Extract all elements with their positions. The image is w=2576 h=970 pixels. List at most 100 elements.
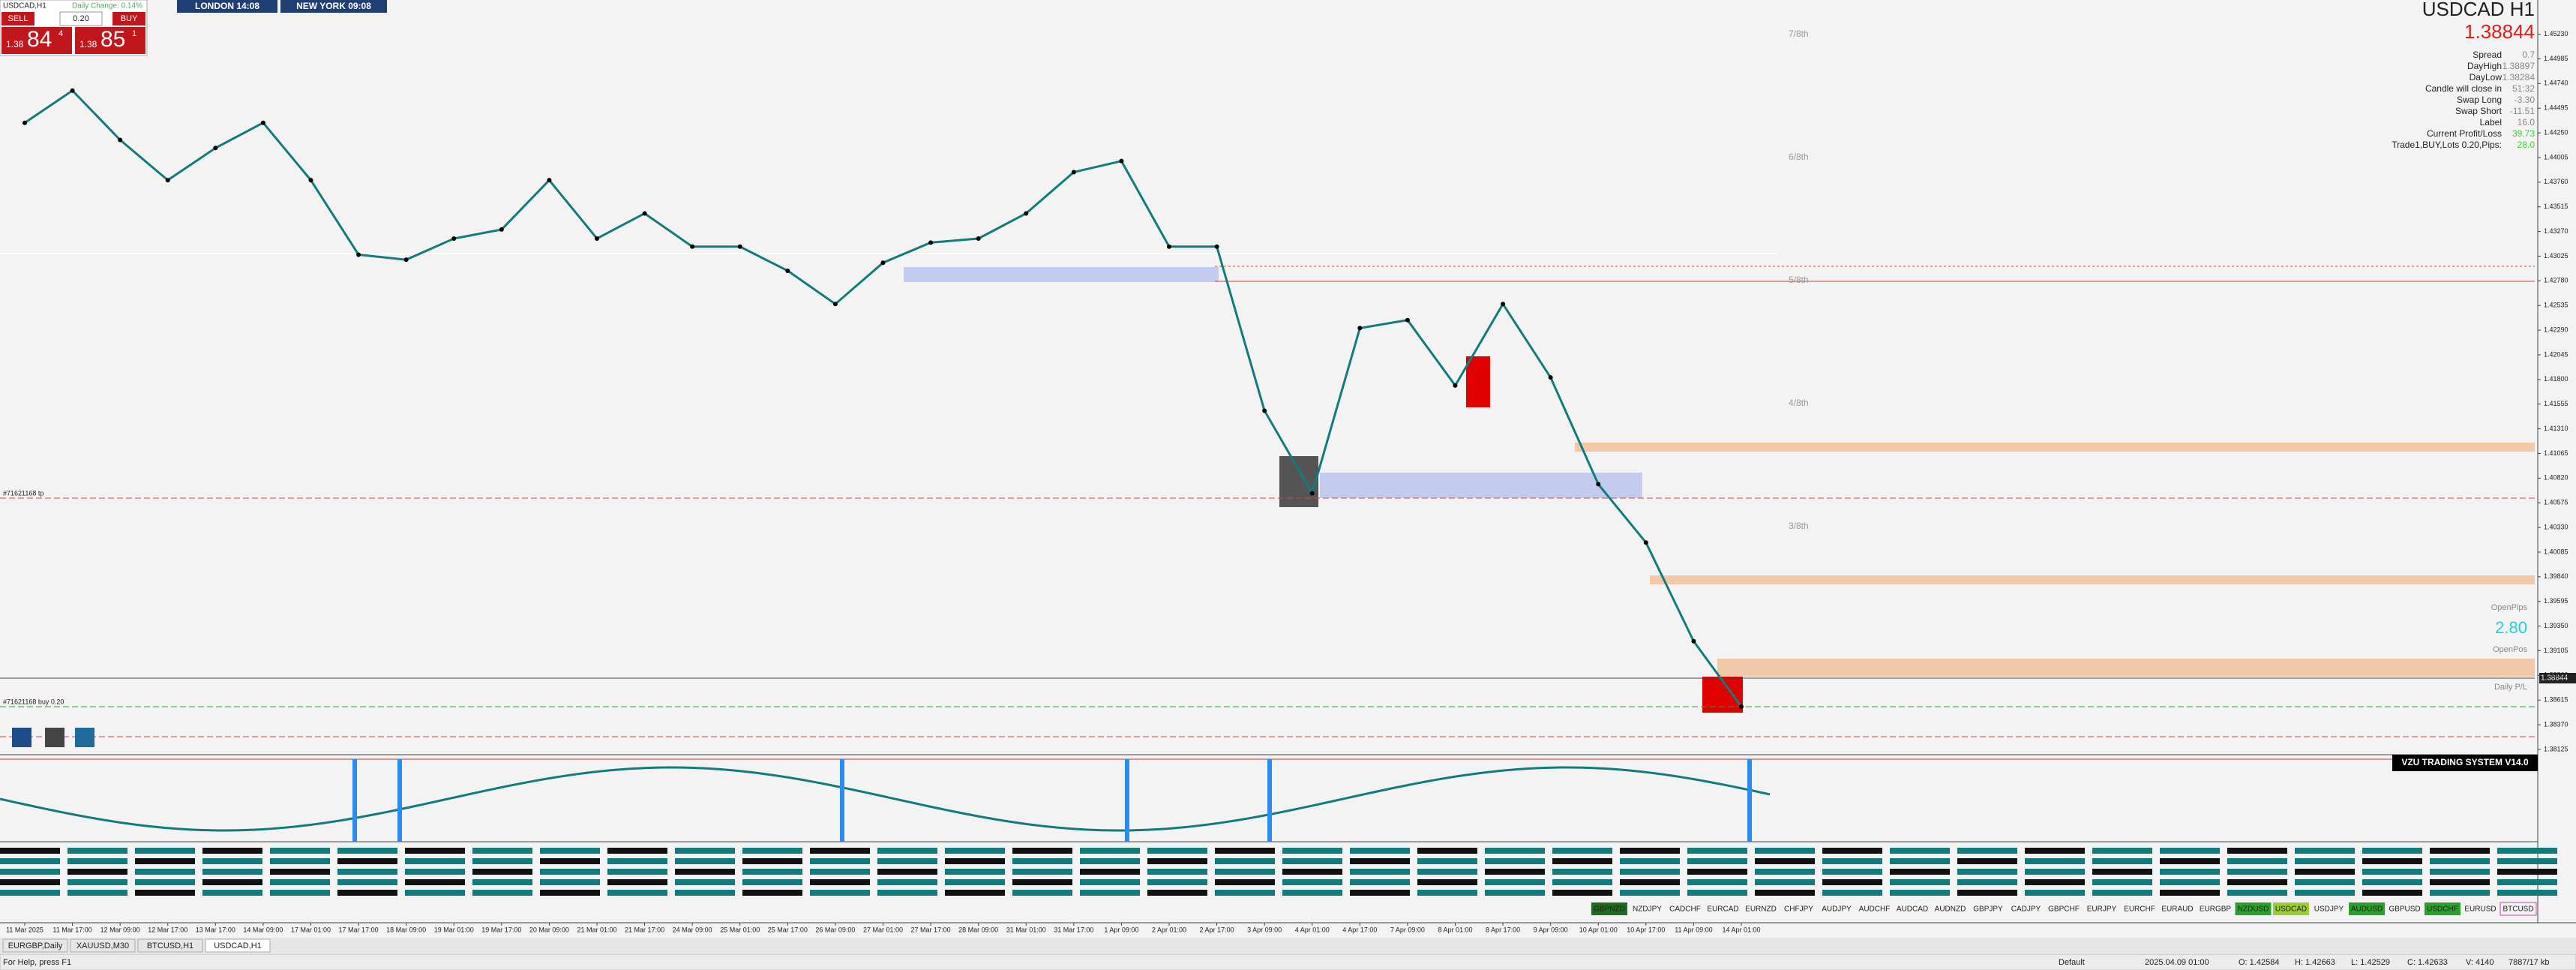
price-point [165, 178, 170, 183]
symbol-button[interactable] [2349, 902, 2385, 915]
status-item: H: 1.42663 [2295, 958, 2335, 967]
x-tick-label: 17 Mar 17:00 [339, 926, 379, 933]
symbol-button[interactable] [1591, 902, 1627, 915]
signal-row [2025, 858, 2085, 864]
x-tick-label: 26 Mar 09:00 [815, 926, 855, 933]
signal-row [2227, 858, 2287, 864]
oscillator [0, 766, 1771, 832]
price-point [213, 146, 218, 151]
signal-row [135, 890, 195, 896]
buy-button[interactable] [112, 12, 145, 26]
signal-row [1755, 869, 1815, 875]
session: NEW YORK 09:08 [296, 1, 371, 11]
symbol-button[interactable] [2235, 902, 2272, 915]
price-point [403, 257, 409, 263]
price-point [928, 240, 934, 245]
y-tick-label: 1.39105 [2544, 647, 2569, 654]
symbol-button[interactable] [2122, 902, 2158, 915]
signal-row [67, 890, 127, 896]
tab[interactable] [137, 938, 203, 953]
signal-row [742, 879, 802, 885]
symbol-button[interactable] [1780, 902, 1817, 915]
price-point [785, 268, 790, 273]
signal-row [2497, 858, 2557, 864]
symbol-button[interactable] [1970, 902, 2006, 915]
signal-row [1282, 869, 1342, 875]
tab-label: XAUUSD,M30 [76, 941, 129, 950]
symbol-button[interactable] [2046, 902, 2082, 915]
y-tick-label: 1.39840 [2544, 572, 2569, 580]
symbol: USDCHF [2427, 905, 2458, 914]
info-panel: USDCAD H11.38844 Spread 0.7 DayHigh 1.38897D… [2392, 0, 2535, 150]
signal-row [2362, 848, 2422, 854]
spike [352, 759, 357, 842]
fib-label: 5/8th [1789, 275, 1809, 285]
symbol-button[interactable] [2462, 902, 2499, 915]
signal-row [2092, 869, 2152, 875]
symbol-button[interactable] [1932, 902, 1969, 915]
symbol-button[interactable] [2273, 902, 2309, 915]
symbol-button[interactable] [2500, 902, 2537, 916]
tab[interactable] [205, 938, 271, 953]
lots-input[interactable] [59, 11, 103, 26]
symbol-button[interactable] [2425, 902, 2461, 915]
price-point [1405, 317, 1410, 323]
signal-row [1890, 848, 1950, 854]
signal-row [1822, 869, 1882, 875]
y-tick-label: 1.42045 [2544, 350, 2569, 358]
info-label: Swap Short [2455, 106, 2503, 116]
x-tick-label: 1 Apr 09:00 [1104, 926, 1138, 933]
signal-row [945, 848, 1005, 854]
tool-icon[interactable] [12, 728, 31, 747]
price-point [595, 236, 599, 242]
signal-row [1755, 848, 1815, 854]
symbol-button[interactable] [2159, 902, 2196, 915]
symbol-button[interactable] [1629, 902, 1666, 915]
signal-row [675, 890, 735, 896]
status-item: 2025.04.09 01:00 [2145, 958, 2209, 967]
buy-price-box[interactable] [75, 27, 145, 54]
info-label: DayHigh [2467, 61, 2502, 71]
tab[interactable] [2, 938, 68, 953]
symbol-button[interactable] [2008, 902, 2044, 915]
lots: 0.20 [73, 14, 88, 23]
signal-row [1822, 890, 1882, 896]
symbol-button[interactable] [1667, 902, 1703, 915]
signal-row [2295, 848, 2355, 854]
signal-row [1687, 890, 1747, 896]
signal-row [1215, 858, 1275, 864]
price-point [1691, 638, 1696, 644]
buy-text: BUY [121, 14, 138, 23]
order-label: #71621168 tp [3, 489, 43, 497]
fib-label: 3/8th [1789, 521, 1809, 531]
symbol-button[interactable] [1894, 902, 1930, 915]
signal-row [2362, 869, 2422, 875]
symbol-button[interactable] [2311, 902, 2347, 915]
info-price: 1.38844 [2464, 20, 2535, 43]
y-tick-label: 1.44495 [2544, 104, 2569, 112]
symbol-button[interactable] [2386, 902, 2423, 915]
symbol-button[interactable] [1856, 902, 1893, 915]
symbol: USDCAD [2275, 905, 2307, 914]
info-value: 0.7 [2522, 50, 2535, 60]
signal-row [1417, 848, 1477, 854]
symbol-button[interactable] [1705, 902, 1741, 915]
signal-row [1012, 848, 1072, 854]
symbol-button[interactable] [2197, 902, 2233, 915]
symbol-button[interactable] [1819, 902, 1855, 915]
sell-price-box[interactable] [1, 27, 72, 54]
x-tick-label: 25 Mar 01:00 [720, 926, 760, 933]
tool-icon[interactable] [75, 728, 94, 747]
signal-row [270, 869, 330, 875]
symbol-button[interactable] [2083, 902, 2120, 915]
signal-row [1080, 869, 1140, 875]
open-pips: 2.80 [2495, 618, 2527, 637]
spike [1747, 759, 1752, 842]
signal-row [405, 848, 465, 854]
symbol-button[interactable] [1743, 902, 1779, 915]
sell-button[interactable] [1, 12, 34, 26]
tab[interactable] [70, 938, 136, 953]
tool-icon[interactable] [45, 728, 64, 747]
signal-row [1012, 890, 1072, 896]
